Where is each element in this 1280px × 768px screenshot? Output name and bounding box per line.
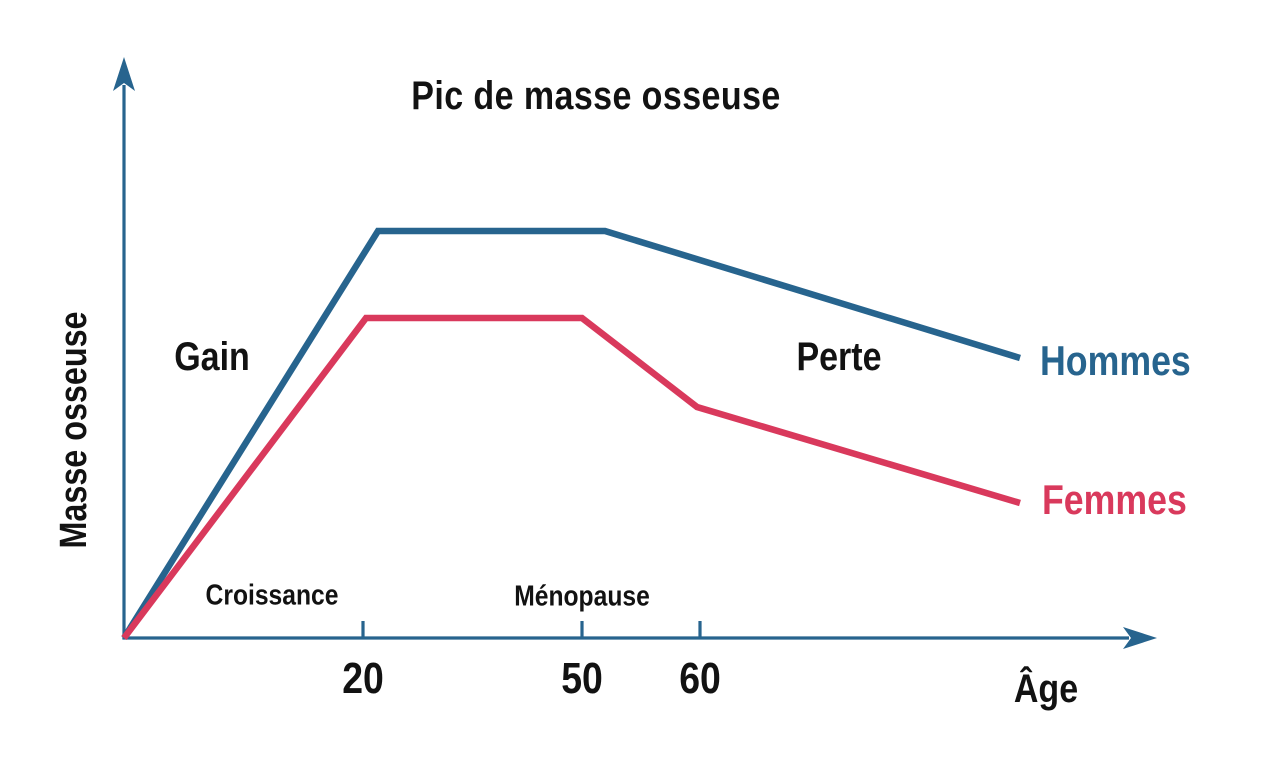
x-tick-label-60: 60 xyxy=(679,654,721,703)
annotation-perte: Perte xyxy=(796,335,882,379)
annotation-croissance: Croissance xyxy=(205,579,339,612)
x-tick-label-50: 50 xyxy=(561,654,603,703)
chart-title: Pic de masse osseuse xyxy=(411,74,781,118)
annotation-gain: Gain xyxy=(174,335,250,379)
series-line-hommes xyxy=(121,227,1021,640)
x-axis-arrowhead xyxy=(1123,627,1157,649)
y-axis-label: Masse osseuse xyxy=(53,311,95,549)
legend-hommes: Hommes xyxy=(1040,337,1191,384)
x-axis-label: Âge xyxy=(1013,667,1079,711)
annotation-menopause: Ménopause xyxy=(514,580,650,613)
x-tick-label-20: 20 xyxy=(342,654,384,703)
legend-femmes: Femmes xyxy=(1042,476,1187,523)
series-line-femmes xyxy=(121,314,1021,640)
y-axis-arrowhead xyxy=(113,57,135,91)
